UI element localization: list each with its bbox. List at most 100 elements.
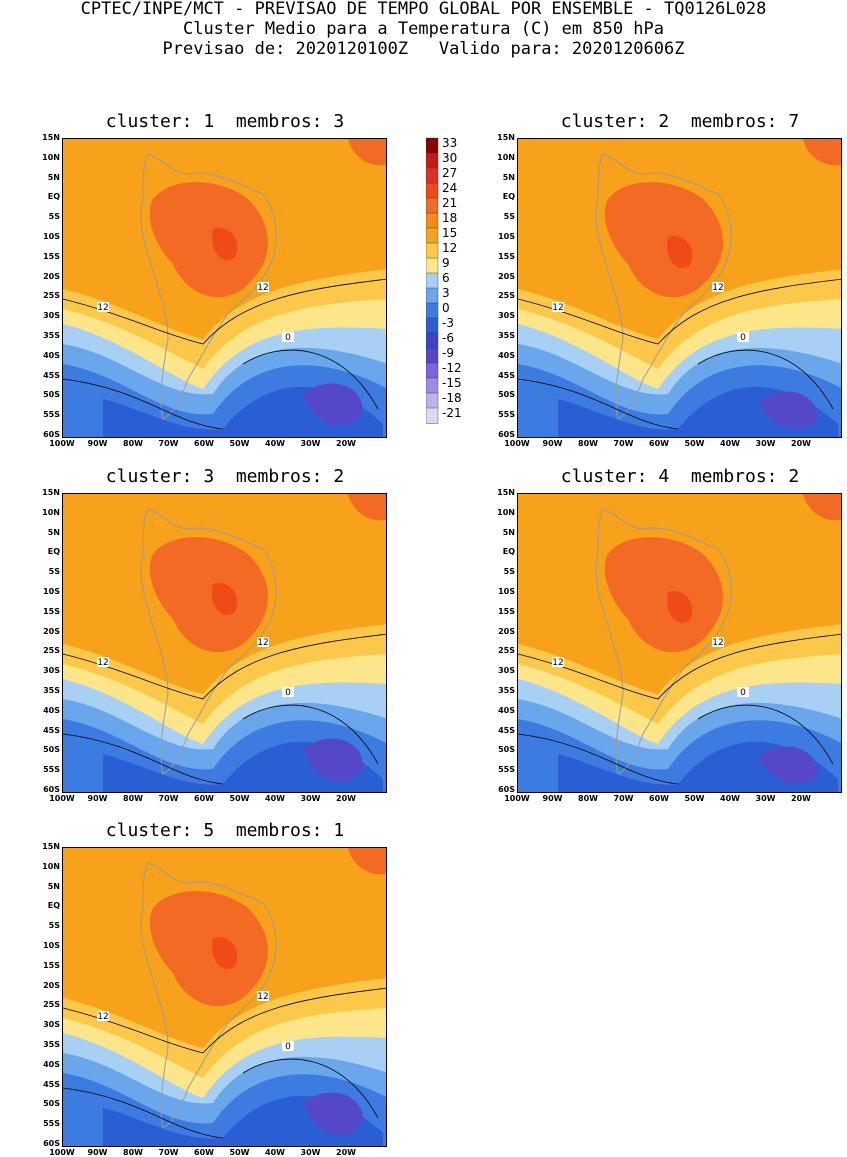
longitude-label: 60W [649,794,669,803]
longitude-label: 60W [194,1148,214,1157]
latitude-label: 10S [43,941,60,950]
latitude-label: 60S [43,1139,60,1148]
map-panel: 12 12 0 [517,138,842,438]
latitude-label: 5N [47,881,60,891]
colorbar-swatch [426,272,439,289]
latitude-label: 45S [43,1079,60,1089]
contour-label-background [282,687,294,697]
isotherm-contour-line [63,1087,224,1139]
colorbar-swatch [426,332,439,349]
latitude-label: 25S [43,646,60,656]
latitude-label: 10N [42,152,60,162]
temperature-shading-band [758,391,818,429]
isotherm-contour-line [518,633,841,700]
latitude-label: 5S [48,212,60,222]
contour-label: 0 [285,688,291,698]
temperature-field-map: 12 12 0 [518,494,841,792]
latitude-label: 40S [498,705,515,715]
contour-label-background [257,282,269,292]
contour-label: 0 [285,1042,291,1052]
latitude-label: 10N [497,507,515,517]
contour-label: 12 [552,658,563,668]
colorbar: 33 30 27 24 21 18 15 12 9 6 3 0 -3 -6 -9 -12 -15 -18 -21 [426,133,476,443]
contour-label-background [712,637,724,647]
temperature-shading-band [303,738,363,782]
longitude-label: 80W [578,439,598,448]
longitude-label: 100W [504,794,530,803]
latitude-label: 50S [498,390,515,400]
longitude-label: 20W [336,1148,356,1157]
latitude-label: 20S [43,271,60,281]
colorbar-swatch [426,242,439,259]
latitude-label: 10N [42,861,60,871]
south-america-coastline [140,508,277,775]
south-america-coastline [595,153,732,420]
latitude-label: 60S [43,430,60,439]
latitude-label: 40S [498,350,515,360]
temperature-shading-band [604,537,723,653]
longitude-label: 50W [229,794,250,803]
colorbar-label: 3 [442,286,450,300]
contour-label-background [257,991,269,1001]
colorbar-label: -9 [442,346,454,360]
longitude-label: 100W [504,439,530,448]
latitude-label: 5N [47,172,60,182]
header-line-1: CPTEC/INPE/MCT - PREVISAO DE TEMPO GLOBA… [80,0,767,19]
latitude-label: 45S [43,370,60,380]
latitude-label: 10S [43,232,60,241]
colorbar-label: 12 [442,241,458,255]
isotherm-contour-line [518,733,679,785]
contour-label: 12 [97,1012,108,1022]
latitude-label: 25S [43,1000,60,1010]
longitude-label: 20W [336,439,356,448]
longitude-label: 90W [87,794,108,803]
latitude-label: 60S [43,785,60,794]
longitude-label: 80W [578,794,598,803]
colorbar-swatch [426,167,439,184]
isotherm-contour-line [242,1058,379,1119]
colorbar-swatch [426,392,439,409]
longitude-label: 100W [49,1148,75,1157]
longitude-label: 20W [791,794,811,803]
colorbar-swatch [426,287,439,304]
south-america-coastline [140,862,277,1129]
latitude-label: 50S [43,390,60,400]
temperature-shading-band [149,891,268,1007]
isotherm-contour-line [63,278,386,345]
longitude-label: 100W [49,794,75,803]
temperature-shading-band [348,494,386,521]
latitude-label: EQ [47,901,60,911]
temperature-shading-band [149,182,268,298]
isotherm-contour-line [697,704,834,765]
isotherm-contour-line [63,633,386,700]
temperature-shading-band [758,746,818,784]
colorbar-swatch [426,152,439,169]
longitude-label: 40W [265,794,285,803]
header-line-3: Previsao de: 2020120100Z Valido para: 20… [162,39,685,59]
temperature-shading-band [803,139,841,166]
latitude-label: 20S [43,626,60,636]
latitude-label: 45S [43,725,60,735]
latitude-label: 60S [498,430,515,439]
temperature-shading-band [212,228,238,261]
panel-title: cluster: 5 membros: 1 [105,820,345,841]
colorbar-swatch [426,257,439,274]
latitude-label: 30S [498,311,515,321]
map-panel: 12 12 0 [62,847,387,1147]
temperature-field-map: 12 12 0 [63,848,386,1146]
colorbar-label: -6 [442,331,454,345]
contour-label: 0 [740,688,746,698]
latitude-label: 35S [498,686,515,695]
latitude-label: 10S [498,232,515,241]
isotherm-contour-line [518,378,679,430]
longitude-label: 50W [684,794,705,803]
isotherm-contour-line [63,987,386,1054]
map-panel: 12 12 0 [62,493,387,793]
temperature-shading-band [303,1092,363,1136]
colorbar-label: 0 [442,301,450,315]
latitude-label: 30S [43,666,60,676]
isotherm-contour-line [63,378,224,430]
latitude-label: 35S [43,1040,60,1049]
latitude-label: 15S [43,606,60,616]
contour-label: 12 [712,283,723,293]
